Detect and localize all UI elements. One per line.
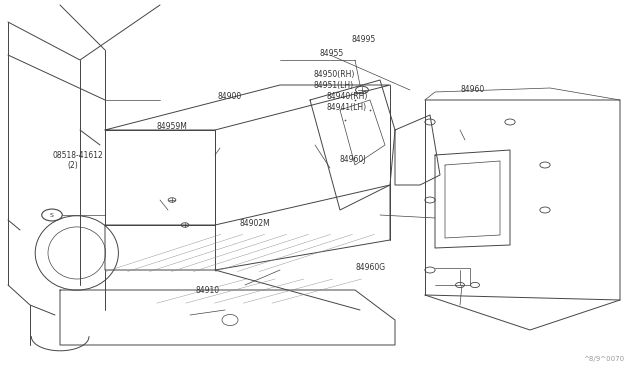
Text: 84960: 84960 [461,85,485,94]
Text: (2): (2) [67,161,78,170]
Text: 84955: 84955 [320,49,344,58]
Text: 84950(RH): 84950(RH) [314,70,355,79]
Text: 84940(RH): 84940(RH) [326,92,368,101]
Text: 84959M: 84959M [157,122,188,131]
Text: 84941(LH): 84941(LH) [326,103,367,112]
Text: 84951(LH): 84951(LH) [314,81,354,90]
Text: S: S [50,212,54,218]
Text: ^8/9^0070: ^8/9^0070 [583,356,624,362]
Text: 84960J: 84960J [339,155,365,164]
Text: 84900: 84900 [218,92,242,101]
Text: 84902M: 84902M [240,219,271,228]
Text: 84910: 84910 [195,286,220,295]
Text: 08518-41612: 08518-41612 [52,151,103,160]
Text: 84995: 84995 [352,35,376,44]
Text: 84960G: 84960G [355,263,385,272]
